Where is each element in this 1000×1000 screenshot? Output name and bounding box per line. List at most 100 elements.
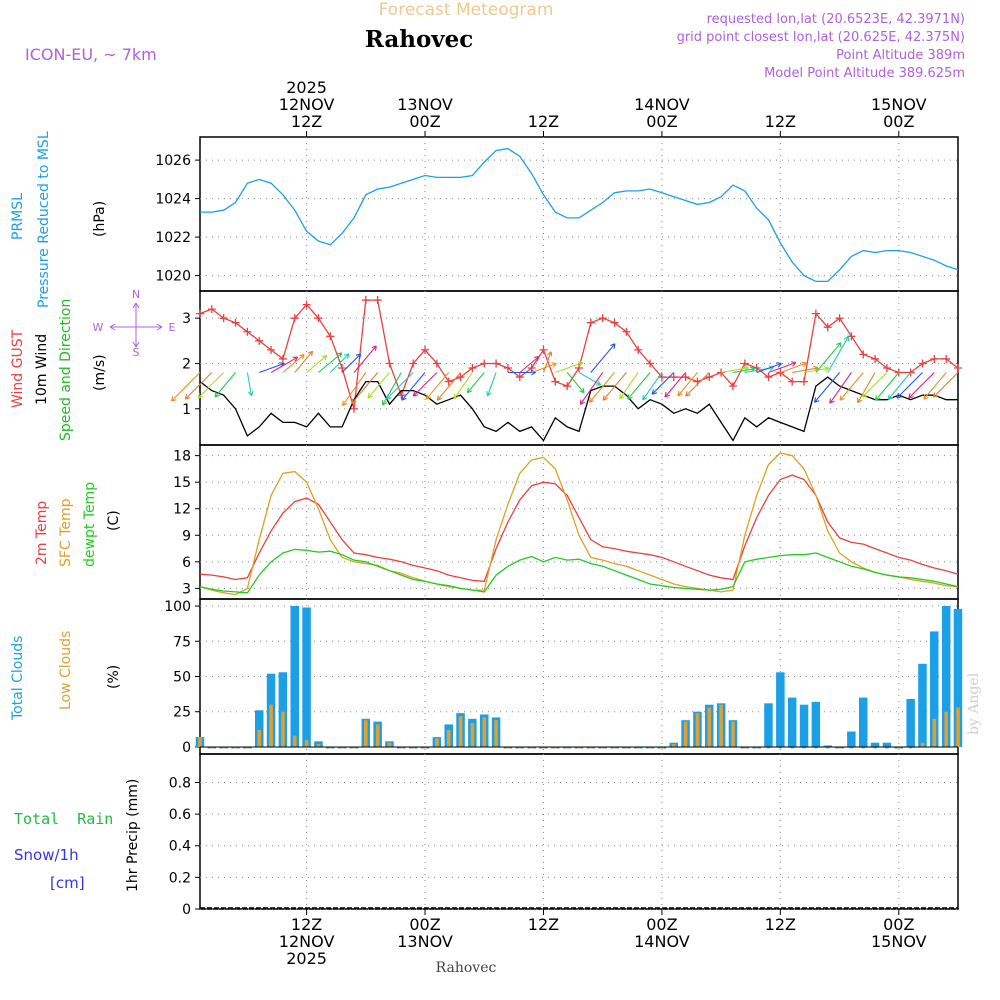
gust-point	[207, 305, 216, 314]
gust-point	[456, 373, 465, 382]
wind-arrow	[184, 372, 213, 400]
low-cloud-bar	[340, 747, 344, 749]
gust-point	[954, 364, 962, 372]
total-cloud-bar	[953, 608, 963, 747]
wind-arrow	[829, 372, 852, 404]
low-cloud-bar	[458, 716, 463, 747]
gust-point	[930, 354, 939, 363]
low-cloud-bar	[897, 747, 901, 749]
gust-point	[314, 314, 323, 323]
gust-point	[373, 296, 382, 305]
dewpt-title: dewpt Temp	[82, 482, 98, 567]
low-cloud-bar	[399, 747, 404, 749]
wind-arrow	[197, 372, 225, 399]
low-cloud-bar	[849, 747, 854, 749]
gust-point	[255, 336, 264, 345]
wind-arrow	[353, 345, 377, 373]
bottom-tick-label: 00Z	[883, 915, 914, 934]
compass: N S W E	[93, 288, 176, 359]
low-cloud-bar	[814, 747, 818, 749]
bottom-tick-label: 12Z	[765, 915, 796, 934]
gust-point	[586, 318, 595, 327]
low-cloud-bar	[837, 747, 842, 749]
ytick-label: 2	[182, 356, 191, 372]
wind-arrow	[780, 361, 807, 374]
gust-point	[468, 364, 477, 372]
total-cloud-bar	[906, 699, 915, 747]
gust-point	[728, 382, 737, 391]
ytick-label: 1024	[155, 192, 191, 208]
low-cloud-bar	[565, 747, 569, 749]
total-cloud-bar	[930, 631, 939, 747]
clouds-plot: 0 25 50 75 100	[164, 598, 963, 756]
low-cloud-bar	[553, 747, 558, 749]
wind-arrow	[756, 362, 782, 374]
series-dewpt-temp	[199, 548, 959, 594]
bottom-tick-label: 12Z	[528, 915, 559, 934]
low-cloud-bar	[908, 747, 913, 749]
low-cloud-bar	[210, 747, 214, 749]
wind-arrow	[519, 355, 540, 373]
series-10m-wind	[199, 376, 958, 442]
total-cloud-bar	[859, 697, 868, 747]
panel-frame	[199, 753, 959, 910]
total-cloud-bar	[302, 607, 311, 747]
temp-ylabel: (C)	[106, 510, 122, 531]
wind-arrow	[578, 372, 602, 386]
precip-ylabel: 1hr Precip (mm)	[125, 779, 141, 892]
low-cloud-bar	[506, 747, 510, 749]
low-cloud-bar	[660, 747, 664, 749]
wind-title: 10m Wind	[34, 334, 50, 405]
compass-s: S	[133, 346, 140, 359]
low-cloud-bar	[446, 730, 451, 747]
wind-arrow	[294, 350, 314, 373]
top-tick-label: 14NOV	[634, 95, 690, 114]
model-name: ICON-EU, ~ 7km	[25, 45, 157, 64]
low-cloud-bar	[293, 735, 297, 747]
gust-point	[349, 404, 358, 413]
wind-arrow	[386, 372, 414, 400]
bottom-tick-label: 00Z	[646, 915, 677, 934]
gust-point	[764, 373, 773, 382]
low-cloud-bar	[198, 737, 202, 747]
low-cloud-bar	[885, 747, 889, 749]
low-cloud-bar	[731, 721, 735, 747]
wind-arrow	[619, 372, 639, 400]
low-cloud-bar	[766, 747, 771, 749]
low-cloud-bar	[672, 744, 676, 747]
gust-point	[859, 350, 868, 359]
wind-arrow	[932, 372, 959, 398]
wind-arrow	[306, 355, 328, 373]
wind-arrow	[857, 372, 876, 404]
panel-frame	[199, 444, 959, 600]
ytick-label: 12	[173, 502, 191, 518]
pressure-subtitle: Pressure Reduced to MSL	[36, 131, 52, 308]
total-cloud-bar	[787, 697, 797, 747]
gust-point	[326, 332, 335, 341]
total-cloud-bar	[776, 672, 785, 747]
ytick-label: 6	[182, 555, 191, 571]
wind-arrow	[602, 372, 627, 401]
gust-point	[219, 314, 228, 323]
gust-point	[551, 377, 560, 386]
point-altitude: Point Altitude 389m	[836, 48, 965, 63]
low-cloud-bar	[600, 747, 605, 749]
ytick-label: 75	[173, 634, 191, 650]
wind-arrow	[270, 356, 299, 373]
gust-point	[480, 359, 489, 368]
gust-point	[634, 345, 643, 354]
low-cloud-bar	[364, 720, 368, 747]
bottom-tick-label: 12Z	[291, 915, 322, 934]
top-tick-label: 12Z	[291, 112, 322, 131]
wind-arrow	[896, 372, 923, 399]
low-cloud-bar	[281, 711, 285, 747]
ytick-label: 100	[164, 599, 191, 615]
total-clouds-title: Total Clouds	[10, 636, 26, 721]
wind-arrow	[282, 354, 305, 373]
snow-unit: [cm]	[50, 874, 85, 892]
low-cloud-bar	[470, 723, 475, 747]
low-cloud-bar	[861, 747, 866, 749]
wind-arrow	[677, 372, 698, 397]
compass-e: E	[169, 321, 176, 334]
wind-arrow	[436, 372, 462, 401]
